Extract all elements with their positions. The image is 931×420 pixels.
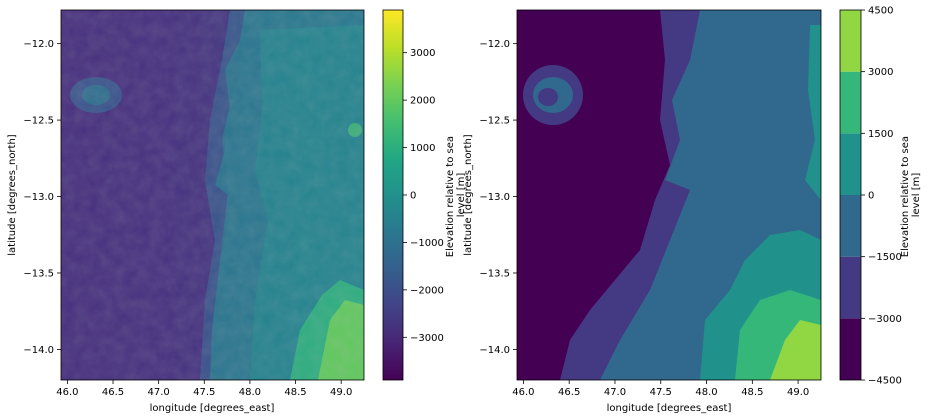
colorbar-tick-label: −4500 [868, 376, 902, 387]
right-colorbar-label: Elevation relative to sea level [m] [900, 133, 922, 257]
left-colorbar [383, 10, 403, 380]
colorbar-tick-label: 0 [410, 191, 416, 202]
y-tick-label: −13.5 [23, 268, 54, 279]
right-colorbar-label-line-1: Elevation relative to sea [900, 136, 911, 257]
x-tick-label: 47.0 [604, 387, 626, 398]
x-tick-label: 49.0 [330, 387, 352, 398]
colorbar-level-block [840, 256, 861, 319]
y-tick-label: −12.0 [479, 39, 510, 50]
colorbar-tick-label: 0 [868, 191, 874, 202]
right-elevation-map [517, 10, 821, 380]
left-colorbar-label-line-2: level [m] [456, 173, 467, 218]
right-y-ticks: −12.0 −12.5 −13.0 −13.5 −14.0 [479, 39, 517, 356]
right-panel: 46.0 46.5 47.0 47.5 48.0 48.5 49.0 −12.0−12.5−… [463, 6, 922, 415]
right-colorbar-label-line-2: level [m] [911, 173, 922, 218]
y-tick-label: −12.0 [23, 39, 54, 50]
colorbar-tick-label: −1500 [868, 252, 902, 263]
y-tick-label: −13.5 [479, 268, 510, 279]
left-elevation-map [61, 10, 364, 380]
colorbar-tick-label: −2000 [410, 285, 444, 296]
x-tick-label: 46.0 [56, 387, 78, 398]
x-tick-label: 48.5 [284, 387, 306, 398]
left-colorbar-label-line-1: Elevation relative to sea [445, 136, 456, 257]
right-y-axis-label: latitude [degrees_north] [463, 134, 474, 256]
colorbar-level-block [840, 195, 861, 257]
left-x-ticks: 46.0 46.5 47.0 47.5 48.0 48.5 49.0 [56, 380, 352, 398]
x-tick-label: 48.5 [741, 387, 763, 398]
colorbar-tick-label: −3000 [410, 333, 444, 344]
right-axes-frame [516, 9, 822, 381]
left-y-ticks: −12.0 −12.5 −13.0 −13.5 −14.0 [23, 39, 61, 356]
x-tick-label: 46.5 [102, 387, 124, 398]
left-y-axis-label: latitude [degrees_north] [7, 134, 18, 256]
colorbar-tick-label: 3000 [868, 67, 893, 78]
x-tick-label: 47.5 [650, 387, 672, 398]
y-tick-label: −13.0 [479, 192, 510, 203]
right-x-axis-label: longitude [degrees_east] [607, 403, 732, 414]
colorbar-level-block [840, 10, 861, 72]
left-x-axis-label: longitude [degrees_east] [150, 403, 275, 414]
x-tick-label: 46.0 [512, 387, 534, 398]
left-panel: 46.0 46.5 47.0 47.5 48.0 48.5 49.0 −12.0−12.5−… [7, 9, 467, 414]
colorbar-tick-label: 4500 [868, 6, 893, 17]
colorbar-tick-label: 3000 [410, 48, 435, 59]
x-tick-label: 46.5 [558, 387, 580, 398]
y-tick-label: −13.0 [23, 192, 54, 203]
left-colorbar-label: Elevation relative to sea level [m] [445, 133, 467, 257]
y-tick-label: −12.5 [23, 116, 54, 127]
right-x-ticks: 46.0 46.5 47.0 47.5 48.0 48.5 49.0 [512, 380, 809, 398]
x-tick-label: 47.5 [193, 387, 215, 398]
colorbar-tick-label: −3000 [868, 314, 902, 325]
colorbar-tick-label: 2000 [410, 96, 435, 107]
y-tick-label: −14.0 [23, 345, 54, 356]
colorbar-tick-label: 1000 [410, 143, 435, 154]
x-tick-label: 48.0 [239, 387, 261, 398]
x-tick-label: 49.0 [787, 387, 809, 398]
x-tick-label: 48.0 [695, 387, 717, 398]
colorbar-level-block [840, 318, 861, 380]
right-colorbar [840, 10, 861, 380]
x-tick-label: 47.0 [148, 387, 170, 398]
colorbar-level-block [840, 133, 861, 195]
colorbar-level-block [840, 71, 861, 134]
colorbar-tick-label: −1000 [410, 238, 444, 249]
y-tick-label: −14.0 [479, 345, 510, 356]
left-colorbar-ticks: 3000 2000 1000 0 −1000 −2000 −3000 [403, 48, 444, 344]
left-axes-frame [60, 9, 365, 381]
right-colorbar-ticks: 4500 3000 1500 0 −1500 −3000 −4500 [861, 6, 902, 387]
y-tick-label: −12.5 [479, 116, 510, 127]
colorbar-tick-label: 1500 [868, 129, 893, 140]
